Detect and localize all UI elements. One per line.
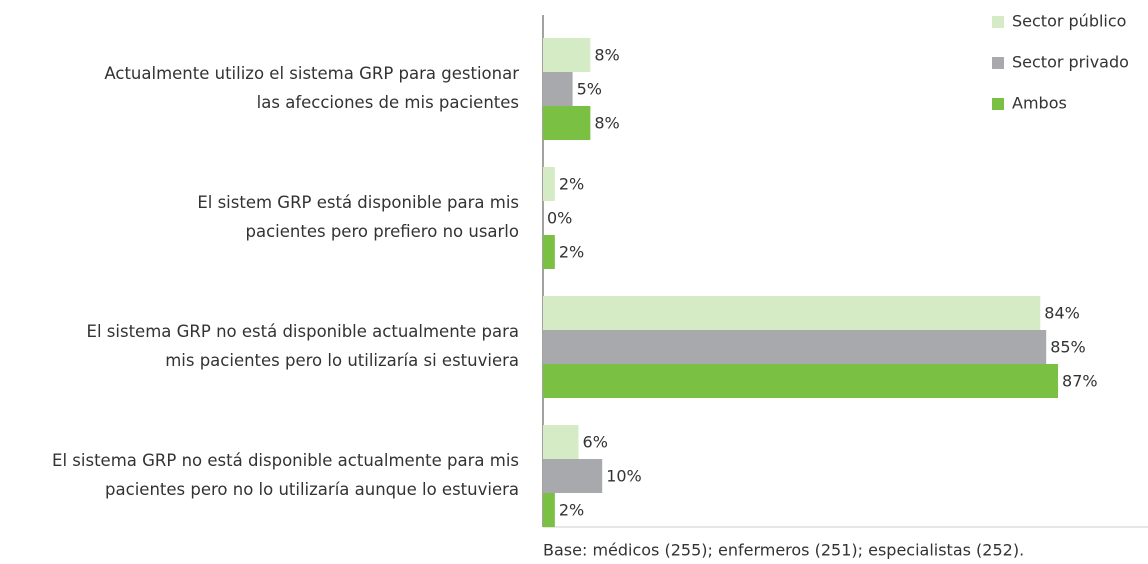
category-label: El sistema GRP no está disponible actual… — [52, 451, 519, 470]
value-label: 0% — [547, 209, 572, 228]
bar — [543, 425, 579, 459]
value-label: 84% — [1044, 304, 1080, 323]
category-label: El sistema GRP no está disponible actual… — [87, 322, 519, 341]
bar — [543, 459, 603, 493]
footnote: Base: médicos (255); enfermeros (251); e… — [543, 541, 1024, 560]
bar — [543, 38, 591, 72]
category-label: El sistem GRP está disponible para mis — [197, 193, 519, 212]
category-label: pacientes pero prefiero no usarlo — [246, 222, 519, 241]
bar — [543, 106, 591, 140]
value-label: 10% — [606, 467, 642, 486]
bar — [543, 296, 1041, 330]
legend-label: Ambos — [1012, 94, 1067, 113]
value-label: 8% — [594, 114, 619, 133]
legend-swatch — [992, 57, 1004, 69]
category-label: las afecciones de mis pacientes — [257, 93, 519, 112]
category-label: mis pacientes pero lo utilizaría si estu… — [165, 351, 519, 370]
bar — [543, 364, 1059, 398]
legend-swatch — [992, 16, 1004, 28]
value-label: 6% — [583, 433, 608, 452]
value-label: 87% — [1062, 372, 1098, 391]
bar — [543, 330, 1047, 364]
legend-label: Sector privado — [1012, 53, 1129, 72]
value-label: 8% — [594, 46, 619, 65]
legend-label: Sector público — [1012, 12, 1126, 31]
value-label: 5% — [577, 80, 602, 99]
category-label: pacientes pero no lo utilizaría aunque l… — [105, 480, 519, 499]
bar — [543, 167, 555, 201]
value-label: 2% — [559, 243, 584, 262]
legend-swatch — [992, 98, 1004, 110]
bar — [543, 72, 573, 106]
bar — [543, 493, 555, 527]
value-label: 85% — [1050, 338, 1086, 357]
category-label: Actualmente utilizo el sistema GRP para … — [104, 64, 519, 83]
value-label: 2% — [559, 501, 584, 520]
bar — [543, 235, 555, 269]
value-label: 2% — [559, 175, 584, 194]
